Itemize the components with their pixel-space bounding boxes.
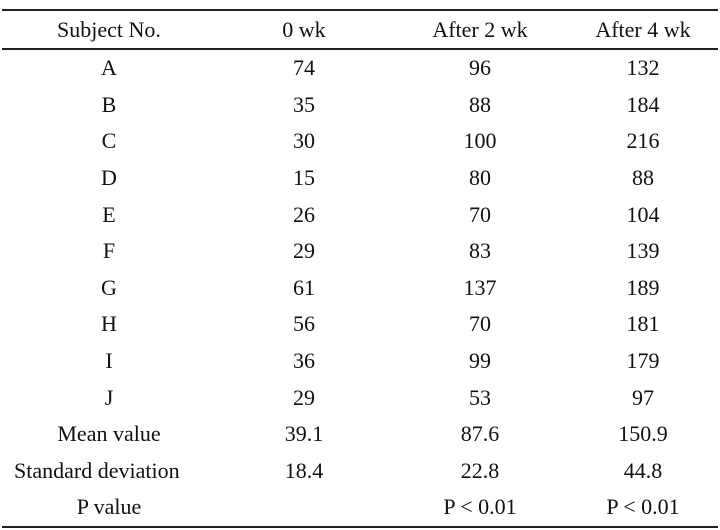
cell-4wk: 179 [626, 348, 660, 374]
cell-0wk: 26 [293, 201, 315, 227]
results-table: Subject No. 0 wk After 2 wk After 4 wk A… [2, 9, 718, 528]
cell-4wk: 97 [632, 384, 654, 410]
cell-0wk: 18.4 [284, 457, 324, 483]
row-label: I [105, 348, 113, 374]
row-label: D [101, 165, 117, 191]
table-row: I 36 99 179 [2, 343, 718, 380]
table-row-pvalue: P value P < 0.01 P < 0.01 [2, 489, 718, 527]
row-label: C [101, 128, 117, 154]
row-label: B [101, 91, 117, 117]
table-row: D 15 80 88 [2, 160, 718, 197]
table-row: J 29 53 97 [2, 379, 718, 416]
cell-2wk: 137 [463, 274, 497, 300]
table-row: E 26 70 104 [2, 196, 718, 233]
cell-4wk: 44.8 [623, 457, 663, 483]
row-label: G [101, 274, 117, 300]
header-after-2wk: After 2 wk [432, 16, 528, 42]
cell-0wk: 61 [293, 274, 315, 300]
cell-2wk: 87.6 [460, 421, 500, 447]
cell-2wk: 99 [469, 348, 491, 374]
cell-4wk: 150.9 [618, 421, 668, 447]
cell-4wk: 189 [626, 274, 660, 300]
cell-0wk: 29 [293, 384, 315, 410]
table-row-sd: Standard deviation 18.4 22.8 44.8 [2, 453, 718, 490]
table-row: A 74 96 132 [2, 49, 718, 87]
header-subject: Subject No. [57, 16, 161, 42]
cell-4wk: 216 [626, 128, 660, 154]
table-row: B 35 88 184 [2, 87, 718, 124]
cell-2wk: 70 [469, 201, 491, 227]
cell-0wk: 74 [293, 55, 315, 81]
cell-2wk: P < 0.01 [443, 494, 517, 520]
cell-2wk: 96 [469, 55, 491, 81]
row-label: H [101, 311, 117, 337]
table-row: F 29 83 139 [2, 233, 718, 270]
table-header-row: Subject No. 0 wk After 2 wk After 4 wk [2, 10, 718, 49]
cell-0wk: 29 [293, 238, 315, 264]
row-label: F [102, 238, 116, 264]
cell-0wk: 30 [293, 128, 315, 154]
cell-0wk: 39.1 [284, 421, 324, 447]
cell-4wk: 139 [626, 238, 660, 264]
row-label: Mean value [57, 421, 161, 447]
table-row-mean: Mean value 39.1 87.6 150.9 [2, 416, 718, 453]
cell-0wk: 56 [293, 311, 315, 337]
row-label: J [104, 384, 114, 410]
table-row: H 56 70 181 [2, 306, 718, 343]
cell-2wk: 22.8 [460, 457, 500, 483]
cell-4wk: 104 [626, 201, 660, 227]
cell-2wk: 100 [463, 128, 497, 154]
row-label: E [102, 201, 116, 227]
row-label: A [101, 55, 117, 81]
cell-2wk: 80 [469, 165, 491, 191]
table-row: C 30 100 216 [2, 123, 718, 160]
cell-4wk: 88 [632, 165, 654, 191]
cell-4wk: 181 [626, 311, 660, 337]
cell-2wk: 70 [469, 311, 491, 337]
row-label: P value [76, 494, 142, 520]
cell-0wk [216, 489, 392, 527]
cell-0wk: 36 [293, 348, 315, 374]
row-label: Standard deviation [14, 457, 180, 483]
cell-4wk: 184 [626, 91, 660, 117]
cell-4wk: 132 [626, 55, 660, 81]
data-table-container: Subject No. 0 wk After 2 wk After 4 wk A… [0, 9, 720, 528]
cell-2wk: 53 [469, 384, 491, 410]
cell-2wk: 88 [469, 91, 491, 117]
cell-0wk: 35 [293, 91, 315, 117]
cell-4wk: P < 0.01 [606, 494, 680, 520]
cell-2wk: 83 [469, 238, 491, 264]
header-after-4wk: After 4 wk [595, 16, 691, 42]
cell-0wk: 15 [293, 165, 315, 191]
table-row: G 61 137 189 [2, 270, 718, 307]
header-0wk: 0 wk [282, 16, 326, 42]
